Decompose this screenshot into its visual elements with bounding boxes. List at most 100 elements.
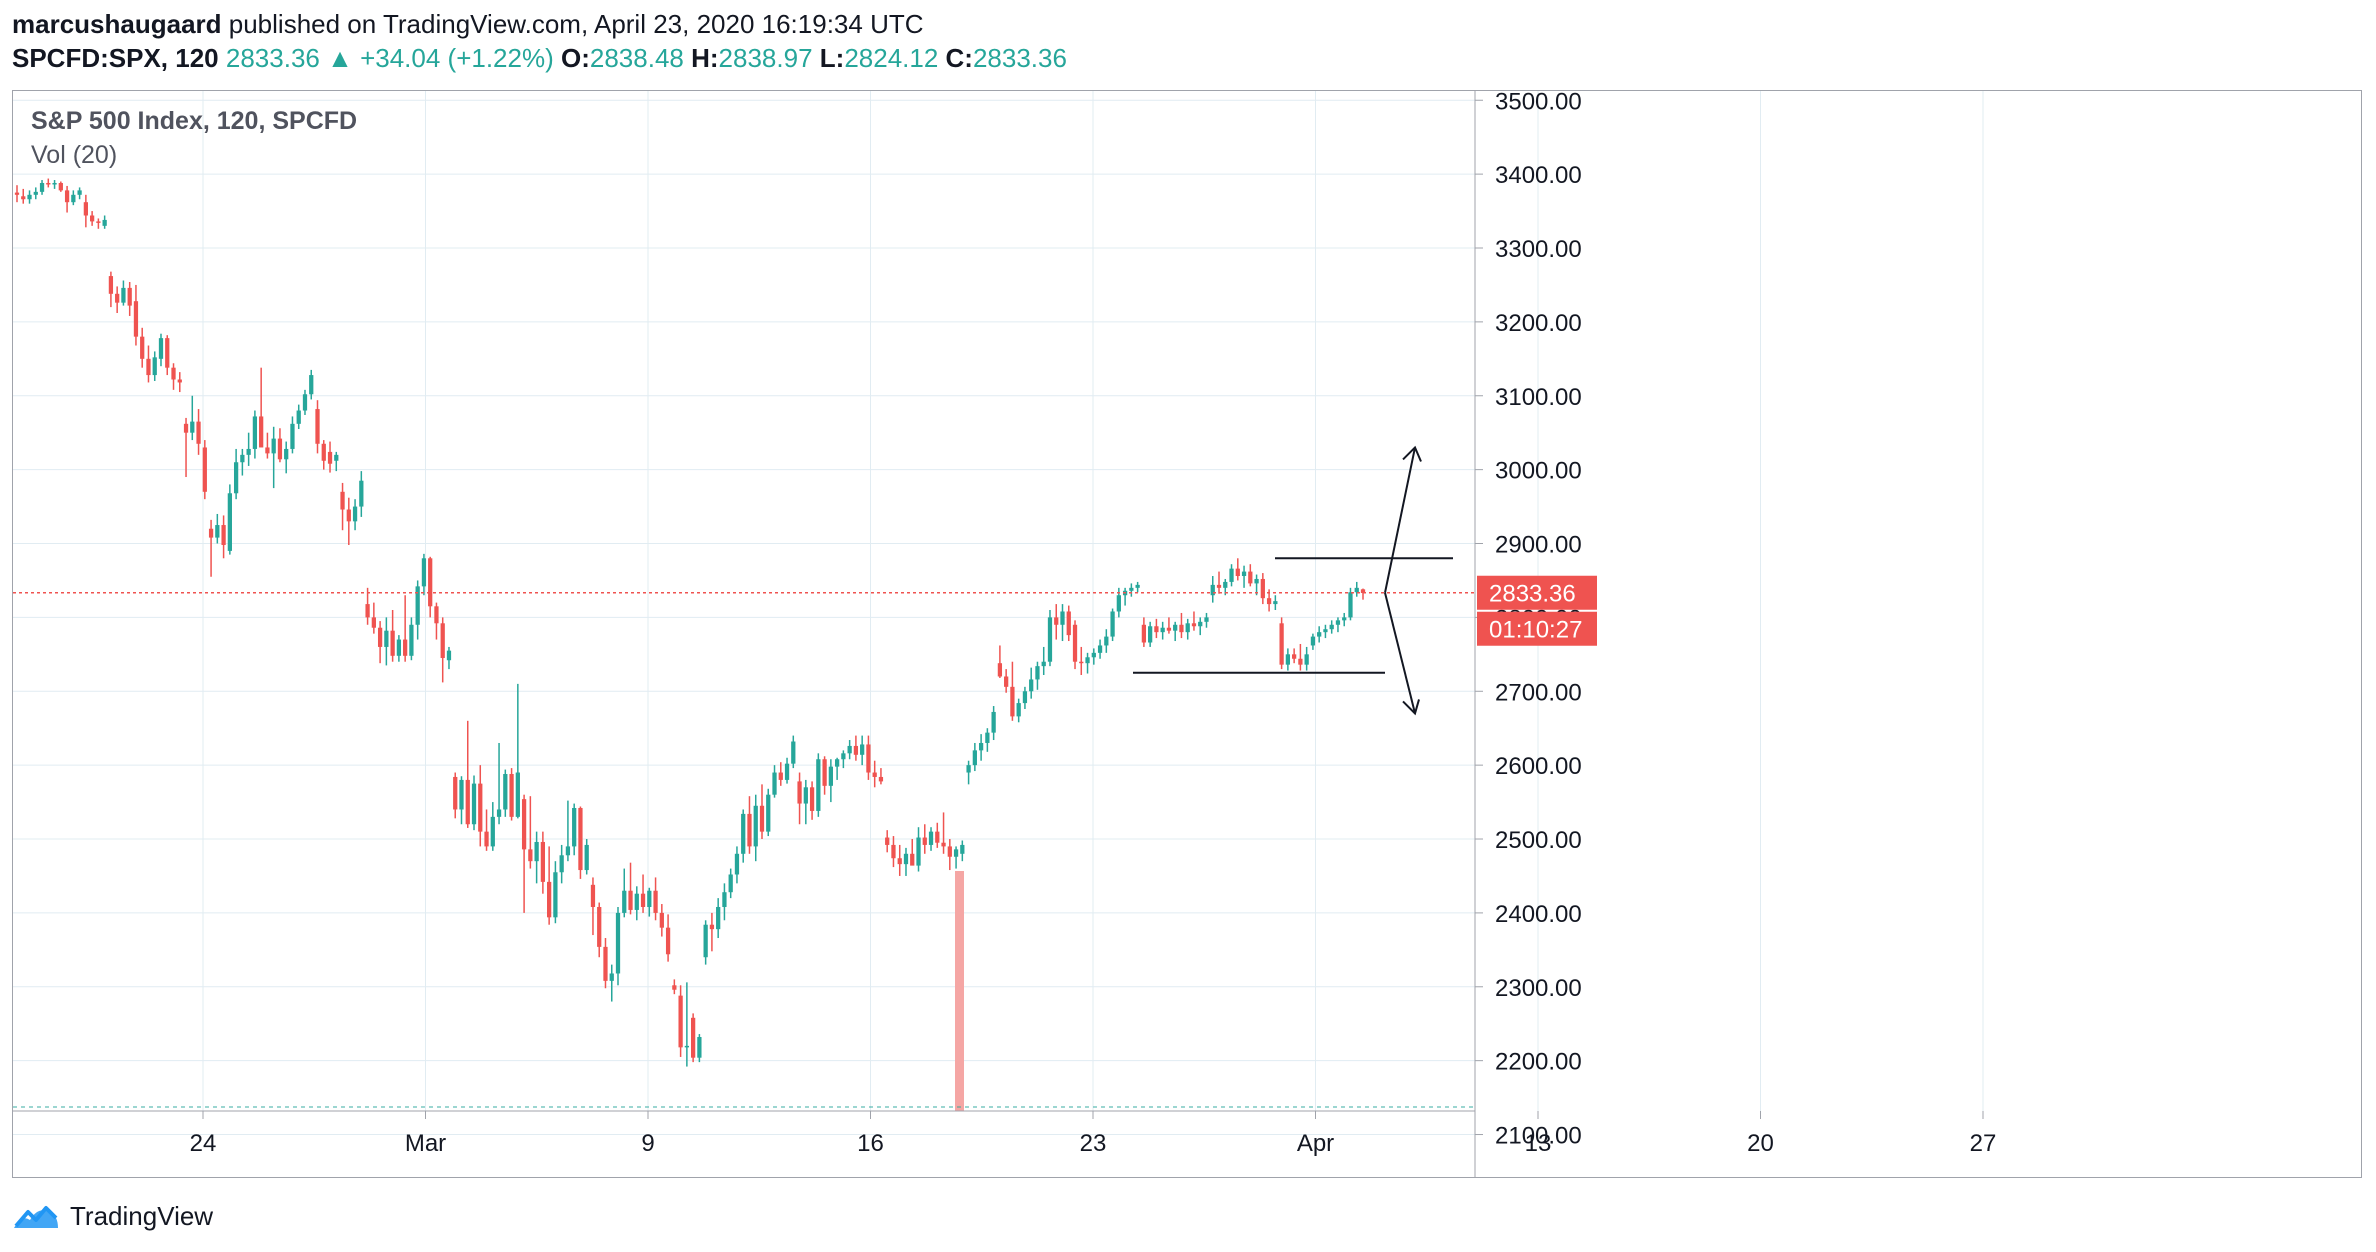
candle-body [152, 357, 157, 376]
candle-body [64, 190, 70, 203]
price-tick-label: 3100.00 [1495, 384, 1582, 411]
time-tick-label: 13 [1525, 1130, 1552, 1157]
candle-body [158, 338, 164, 359]
candle-body [1104, 636, 1109, 646]
candle-body [897, 858, 902, 865]
candle-body [597, 906, 602, 947]
candle-body [1348, 592, 1353, 618]
candle-body [540, 841, 546, 882]
candle-body [809, 787, 815, 811]
candle-body [1054, 617, 1059, 625]
candle-body [1273, 601, 1278, 605]
arrow-up-head [1402, 445, 1422, 462]
candle-body [872, 772, 877, 777]
candle-body [1323, 629, 1328, 633]
chart-frame[interactable]: 3500.00 3400.00 3300.00 3200.00 3100.00 3000.… [12, 90, 2362, 1178]
candle-body [140, 336, 145, 359]
candle-body [590, 884, 596, 907]
candle-body [985, 732, 990, 743]
price-tick-label: 2600.00 [1495, 753, 1582, 780]
close-label: C: [945, 43, 973, 73]
candle-body [659, 912, 664, 928]
candle-body [1241, 571, 1247, 577]
price-tick-label: 2900.00 [1495, 532, 1582, 559]
candle-body [1266, 598, 1272, 605]
candle-body [240, 454, 245, 463]
candle-body [828, 766, 833, 786]
open-label: O: [561, 43, 590, 73]
countdown-label: 01:10:27 [1489, 617, 1582, 644]
candle-body [1229, 568, 1234, 582]
candle-body [390, 630, 395, 656]
candle-body [553, 872, 558, 918]
volume-legend: Vol (20) [31, 141, 117, 169]
candle-body [741, 813, 746, 854]
candle-body [46, 182, 51, 185]
candle-body [910, 853, 915, 866]
candle-body [1235, 568, 1240, 577]
arrow-down-head [1402, 699, 1420, 716]
candle-body [1310, 636, 1316, 646]
time-tick-label: 24 [190, 1130, 217, 1157]
price-tick-label: 2100.00 [1495, 1123, 1582, 1150]
candle-body [966, 765, 971, 773]
candle-body [772, 772, 777, 795]
candle-body [791, 741, 796, 764]
candle-body [766, 794, 771, 832]
candle-body [71, 194, 76, 203]
candle-body [866, 744, 871, 773]
high-label: H: [691, 43, 719, 73]
candle-body [346, 509, 351, 522]
low-label: L: [819, 43, 845, 73]
candle-body [1317, 632, 1322, 637]
candle-body [246, 448, 251, 455]
candle-body [271, 438, 276, 454]
candle-body [572, 807, 577, 847]
candle-body [453, 776, 458, 810]
candle-body [1248, 571, 1253, 584]
arrow-down-line [1384, 592, 1416, 714]
candle-body [1198, 621, 1203, 627]
time-tick-label: 16 [857, 1130, 884, 1157]
candle-body [1129, 587, 1134, 591]
candle-body [615, 912, 621, 974]
candle-body [171, 367, 176, 380]
candle-body [327, 451, 333, 464]
candle-body [960, 844, 965, 854]
price-tick-label: 2200.00 [1495, 1049, 1582, 1076]
candle-body [678, 995, 683, 1048]
candlestick-chart[interactable]: 3500.00 3400.00 3300.00 3200.00 3100.00 3000.… [13, 91, 2361, 1177]
candle-body [1173, 624, 1178, 631]
candle-body [421, 558, 427, 587]
candle-body [127, 287, 132, 306]
price-tick-label: 2300.00 [1495, 975, 1582, 1002]
price-tick-label: 3400.00 [1495, 162, 1582, 189]
time-tick-label: 23 [1080, 1130, 1107, 1157]
candle-body [1292, 654, 1297, 659]
candle-body [947, 846, 952, 857]
candle-body [1185, 623, 1190, 633]
candle-body [183, 423, 189, 433]
current-price-badge [1477, 575, 1597, 610]
candle-body [534, 841, 539, 862]
candle-body [377, 627, 383, 647]
price-tick-label: 2400.00 [1495, 901, 1582, 928]
candle-body [716, 906, 721, 930]
candle-body [1166, 627, 1172, 631]
candle-body [822, 759, 827, 786]
candle-body [860, 744, 865, 755]
candle-body [302, 394, 308, 411]
tradingview-footer[interactable]: TradingView [12, 1196, 213, 1236]
candle-body [797, 781, 802, 804]
price-tick-label: 3200.00 [1495, 310, 1582, 337]
candle-body [371, 617, 376, 628]
candle-body [340, 491, 345, 510]
candle-body [321, 443, 326, 461]
price-tick-label: 2700.00 [1495, 679, 1582, 706]
candle-body [816, 759, 821, 811]
candle-body [997, 663, 1003, 677]
author-name[interactable]: marcushaugaard [12, 9, 222, 39]
candle-body [728, 874, 733, 893]
candle-body [334, 454, 339, 461]
candle-body [803, 787, 808, 804]
